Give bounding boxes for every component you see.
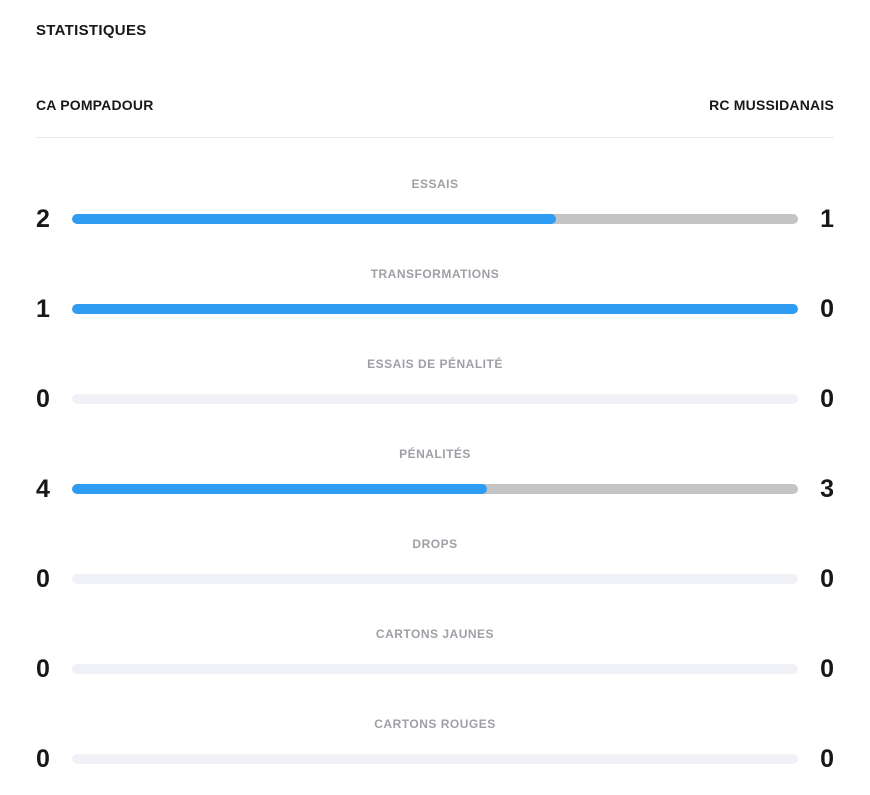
stat-row: CARTONS ROUGES 0 0 <box>36 717 834 772</box>
away-team-name: RC MUSSIDANAIS <box>709 97 834 113</box>
stat-label: CARTONS ROUGES <box>374 717 496 731</box>
stat-label: ESSAIS <box>411 177 459 191</box>
statistics-panel: STATISTIQUES CA POMPADOUR RC MUSSIDANAIS… <box>36 22 834 772</box>
stat-row: ESSAIS 2 1 <box>36 177 834 232</box>
away-value: 3 <box>820 475 834 503</box>
home-value: 2 <box>36 205 50 233</box>
away-value: 0 <box>820 565 834 593</box>
stat-bar-track <box>72 304 798 314</box>
home-value: 1 <box>36 295 50 323</box>
stats-list: ESSAIS 2 1 TRANSFORMATIONS 1 0 ESSAIS DE PÉNAL… <box>36 177 834 772</box>
away-value: 0 <box>820 295 834 323</box>
stat-row: CARTONS JAUNES 0 0 <box>36 627 834 682</box>
home-value: 4 <box>36 475 50 503</box>
stat-row: PÉNALITÉS 4 3 <box>36 447 834 502</box>
away-value: 0 <box>820 385 834 413</box>
home-bar-fill <box>72 484 487 494</box>
stat-row: TRANSFORMATIONS 1 0 <box>36 267 834 322</box>
stat-label: TRANSFORMATIONS <box>370 267 500 281</box>
home-value: 0 <box>36 745 50 773</box>
page-title: STATISTIQUES <box>36 22 147 39</box>
stat-bar-track <box>72 574 798 584</box>
away-value: 0 <box>820 745 834 773</box>
stat-label: DROPS <box>412 537 458 551</box>
home-team-name: CA POMPADOUR <box>36 97 154 113</box>
stat-label: PÉNALITÉS <box>399 447 471 461</box>
stat-bar-track <box>72 664 798 674</box>
stat-row: DROPS 0 0 <box>36 537 834 592</box>
away-value: 1 <box>820 205 834 233</box>
stat-bar-track <box>72 394 798 404</box>
home-value: 0 <box>36 565 50 593</box>
stat-label: ESSAIS DE PÉNALITÉ <box>367 357 503 371</box>
stat-label: CARTONS JAUNES <box>375 627 495 641</box>
stat-bar-track <box>72 484 798 494</box>
stat-row: ESSAIS DE PÉNALITÉ 0 0 <box>36 357 834 412</box>
home-value: 0 <box>36 655 50 683</box>
header-divider <box>36 137 834 138</box>
stat-bar-track <box>72 214 798 224</box>
teams-header: CA POMPADOUR RC MUSSIDANAIS <box>36 97 834 114</box>
home-value: 0 <box>36 385 50 413</box>
away-value: 0 <box>820 655 834 683</box>
stat-bar-track <box>72 754 798 764</box>
home-bar-fill <box>72 304 798 314</box>
home-bar-fill <box>72 214 556 224</box>
